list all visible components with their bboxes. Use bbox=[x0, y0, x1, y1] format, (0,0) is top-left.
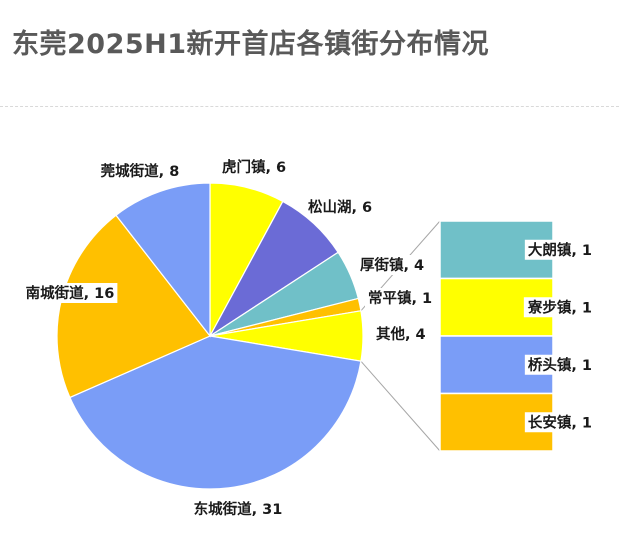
pie-label-6: 南城街道, 16 bbox=[22, 283, 118, 303]
pie-label-1-bg bbox=[305, 197, 376, 217]
pie-label-6-bg bbox=[22, 283, 118, 303]
pie-label-1-text: 松山湖, 6 bbox=[308, 198, 372, 216]
connector-line-bottom bbox=[360, 360, 441, 452]
bar-segment-2 bbox=[439, 335, 554, 395]
pie-label-4: 其他, 4 bbox=[373, 324, 429, 344]
pie-label-5-bg bbox=[190, 499, 286, 519]
pie-label-7-text: 莞城街道, 8 bbox=[101, 162, 180, 180]
bar-label-0-bg bbox=[524, 239, 595, 260]
pie-label-3-text: 常平镇, 1 bbox=[368, 289, 432, 307]
other-breakdown-bar bbox=[439, 220, 554, 452]
pie-label-5-text: 东城街道, 31 bbox=[194, 500, 283, 518]
pie-label-3-bg bbox=[365, 288, 436, 308]
bar-label-3: 长安镇, 1 bbox=[524, 412, 595, 433]
pie-label-2: 厚街镇, 4 bbox=[357, 255, 428, 275]
pie-label-0: 虎门镇, 6 bbox=[219, 157, 290, 177]
bar-label-2: 桥头镇, 1 bbox=[524, 354, 595, 375]
bar-label-2-text: 桥头镇, 1 bbox=[528, 356, 592, 374]
pie-label-7: 莞城街道, 8 bbox=[97, 161, 183, 181]
bar-label-3-bg bbox=[524, 412, 595, 433]
pie-label-5: 东城街道, 31 bbox=[190, 499, 286, 519]
pie-label-4-text: 其他, 4 bbox=[376, 325, 426, 343]
pie-label-4-bg bbox=[373, 324, 429, 344]
bar-label-0-text: 大朗镇, 1 bbox=[528, 241, 592, 259]
bar-label-0: 大朗镇, 1 bbox=[524, 239, 595, 260]
bar-label-1-text: 寮步镇, 1 bbox=[527, 298, 592, 316]
pie-label-1: 松山湖, 6 bbox=[305, 197, 376, 217]
pie-label-3: 常平镇, 1 bbox=[365, 288, 436, 308]
pie-label-0-text: 虎门镇, 6 bbox=[222, 158, 286, 176]
pie-slice-5 bbox=[69, 335, 362, 490]
pie-label-7-bg bbox=[97, 161, 183, 181]
bar-label-1: 寮步镇, 1 bbox=[523, 297, 595, 318]
chart-title: 东莞2025H1新开首店各镇街分布情况 bbox=[12, 29, 490, 60]
pie-label-6-text: 南城街道, 16 bbox=[26, 284, 115, 302]
pie-label-2-text: 厚街镇, 4 bbox=[360, 256, 424, 274]
data-labels: 虎门镇, 6 松山湖, 6 厚街镇, 4 常平镇, 1 其他, 4 东城街道, 31 南城街… bbox=[22, 157, 595, 519]
pie-label-2-bg bbox=[357, 255, 428, 275]
bar-label-3-text: 长安镇, 1 bbox=[528, 413, 592, 431]
bar-label-1-bg bbox=[523, 297, 595, 318]
pie-slices bbox=[56, 182, 364, 490]
bar-label-2-bg bbox=[524, 354, 595, 375]
title-divider bbox=[0, 106, 619, 107]
pie-label-0-bg bbox=[219, 157, 290, 177]
pie-slice-7 bbox=[115, 182, 211, 338]
